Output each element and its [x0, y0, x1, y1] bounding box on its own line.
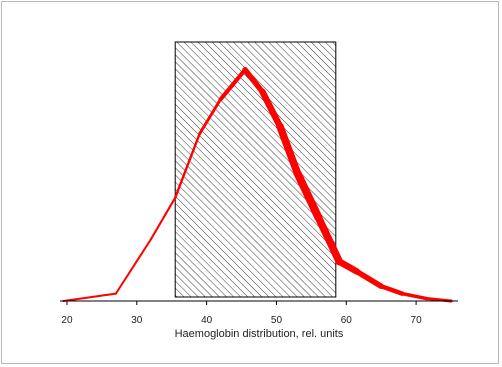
curve-point: [425, 297, 429, 301]
curve-point: [114, 292, 117, 295]
curve-segment: [354, 268, 384, 289]
curve-segment: [218, 67, 248, 102]
curve-point: [378, 283, 384, 289]
x-axis-title: Haemoglobin distribution, rel. units: [175, 328, 344, 340]
curve-point: [293, 169, 302, 178]
curve-segment: [114, 238, 152, 295]
x-tick-label: 50: [271, 315, 283, 326]
curve-segment: [149, 196, 177, 241]
curve-segment: [174, 132, 201, 199]
curve-point: [353, 268, 360, 275]
x-tick-label: 40: [201, 315, 213, 326]
curve-point: [174, 196, 177, 199]
x-tick-label: 20: [61, 315, 73, 326]
curve-segment: [314, 213, 344, 266]
x-tick-label: 60: [341, 315, 353, 326]
curve-point: [400, 291, 405, 296]
curve-point: [198, 132, 201, 135]
curve-segment: [293, 169, 323, 222]
curve-segment: [259, 88, 284, 130]
curve-segment: [378, 283, 405, 296]
curve-point: [259, 88, 266, 95]
curve-segment: [276, 122, 302, 177]
curve-segment: [62, 292, 117, 302]
curve-segment: [198, 97, 223, 136]
curve-segment: [242, 67, 266, 95]
x-tick-label: 70: [411, 315, 423, 326]
curve-point: [335, 258, 343, 266]
curve-point: [276, 122, 284, 130]
curve-segment: [400, 291, 429, 301]
curve-point: [242, 67, 248, 73]
curve-point: [218, 97, 223, 101]
curve-point: [314, 213, 323, 222]
curve-point: [149, 238, 152, 241]
x-tick-label: 30: [131, 315, 143, 326]
